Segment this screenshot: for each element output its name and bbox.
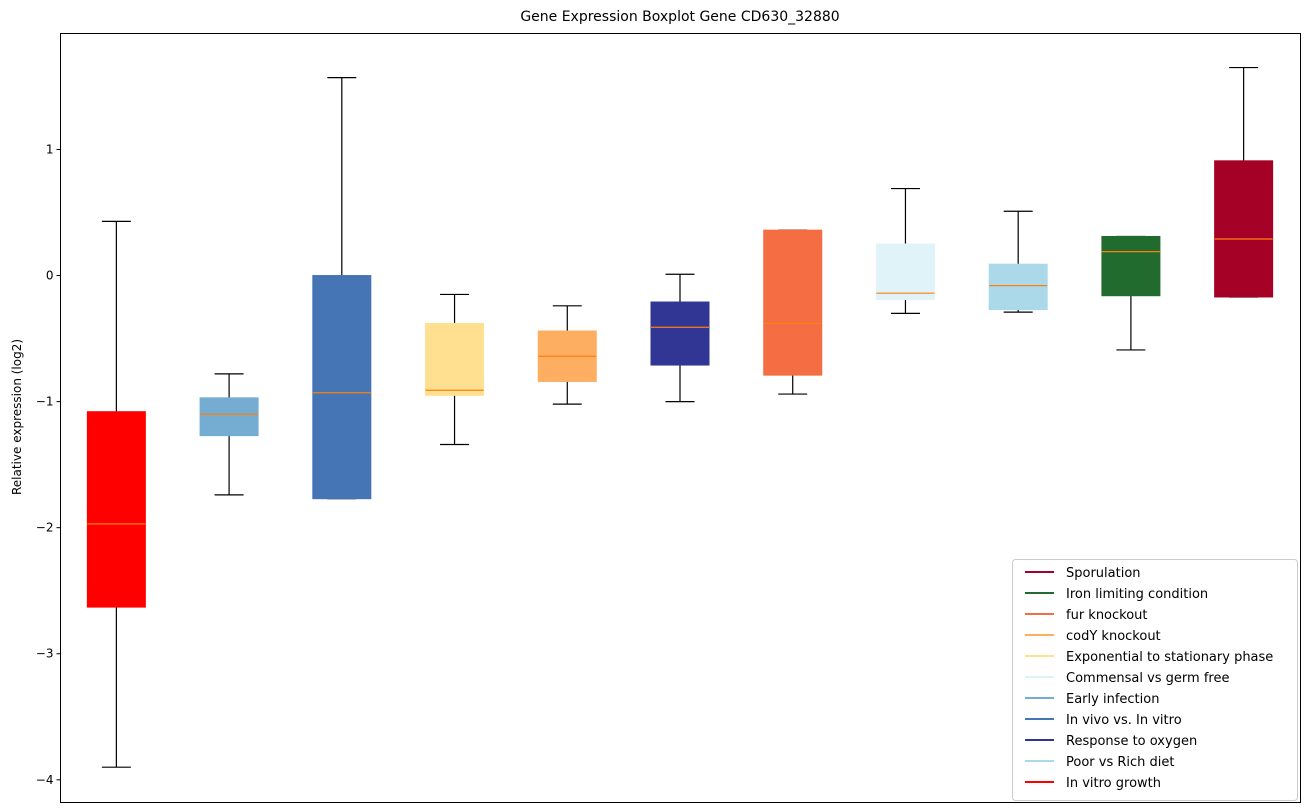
legend-item: Poor vs Rich diet	[1025, 755, 1174, 770]
y-tick-label: −4	[36, 773, 54, 787]
legend-item: Commensal vs germ free	[1025, 671, 1229, 686]
legend-label: Response to oxygen	[1066, 734, 1197, 749]
legend-item: In vivo vs. In vitro	[1025, 713, 1182, 728]
box-in-vitro-growth	[86, 220, 146, 768]
box-poor-vs-rich-diet	[988, 210, 1048, 313]
legend-item: Iron limiting condition	[1025, 587, 1208, 602]
y-tick-label: −3	[36, 647, 54, 661]
legend-label: Iron limiting condition	[1066, 587, 1208, 602]
chart-title: Gene Expression Boxplot Gene CD630_32880	[520, 9, 839, 25]
box-sporulation	[1214, 66, 1274, 298]
legend-label: fur knockout	[1066, 608, 1148, 623]
boxes	[86, 66, 1274, 768]
box-exponential-to-stationary-phase	[425, 293, 485, 446]
legend-item: codY knockout	[1025, 629, 1161, 644]
box-early-infection	[199, 373, 259, 496]
legend-item: Early infection	[1025, 692, 1159, 707]
iqr-box	[86, 411, 146, 608]
legend: Sporulation Iron limiting condition fur kn…	[1012, 559, 1298, 801]
legend-label: Poor vs Rich diet	[1066, 755, 1174, 770]
legend-label: In vivo vs. In vitro	[1066, 713, 1182, 728]
legend-label: In vitro growth	[1066, 776, 1161, 791]
iqr-box	[650, 301, 710, 366]
legend-item: Exponential to stationary phase	[1025, 650, 1273, 665]
iqr-box	[763, 229, 823, 376]
iqr-box	[875, 243, 935, 300]
iqr-box	[988, 263, 1048, 311]
box-response-to-oxygen	[650, 273, 710, 403]
iqr-box	[1101, 235, 1161, 297]
y-tick-label: −2	[36, 521, 54, 535]
legend-frame	[1012, 559, 1298, 801]
box-fur-knockout	[763, 229, 823, 395]
legend-item: In vitro growth	[1025, 776, 1161, 791]
legend-label: Early infection	[1066, 692, 1159, 707]
y-tick-label: 0	[46, 269, 54, 283]
legend-item: Sporulation	[1025, 566, 1141, 581]
axes-frame	[60, 33, 1301, 803]
legend-item: Response to oxygen	[1025, 734, 1197, 749]
y-tick-label: 1	[46, 142, 54, 156]
legend-label: Exponential to stationary phase	[1066, 650, 1273, 665]
iqr-box	[199, 397, 259, 437]
legend-item: fur knockout	[1025, 608, 1148, 623]
legend-label: Sporulation	[1066, 566, 1141, 581]
legend-label: codY knockout	[1066, 629, 1161, 644]
y-tick-label: −1	[36, 395, 54, 409]
iqr-box	[1214, 160, 1274, 298]
box-in-vivo-vs-in-vitro	[312, 77, 372, 500]
box-iron-limiting-condition	[1101, 235, 1161, 351]
legend-label: Commensal vs germ free	[1066, 671, 1229, 686]
iqr-box	[312, 275, 372, 500]
iqr-box	[425, 322, 485, 396]
box-commensal-vs-germ-free	[875, 187, 935, 314]
box-cody-knockout	[537, 305, 597, 405]
y-axis-label: Relative expression (log2)	[10, 339, 24, 495]
y-axis: 1 0 −1 −2 −3 −4	[36, 142, 61, 787]
